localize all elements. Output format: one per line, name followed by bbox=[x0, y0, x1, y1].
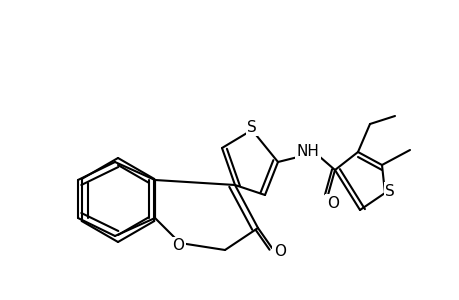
Text: S: S bbox=[384, 184, 394, 199]
Text: O: O bbox=[326, 196, 338, 211]
Text: O: O bbox=[172, 238, 184, 253]
Text: O: O bbox=[274, 244, 285, 259]
Text: NH: NH bbox=[296, 145, 319, 160]
Text: S: S bbox=[246, 119, 256, 134]
